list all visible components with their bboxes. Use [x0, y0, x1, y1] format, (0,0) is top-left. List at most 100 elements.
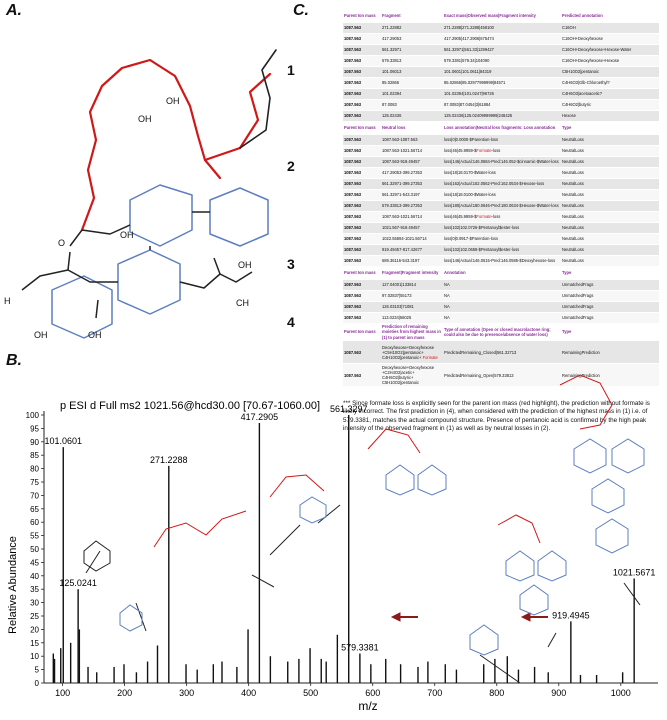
table-cell: 125.02436: [381, 110, 443, 122]
table-cell: NA: [443, 312, 561, 324]
y-tick-label: 70: [30, 491, 39, 500]
table-cell: loss|180|Actual:180.0646-Pred:180.0634-$…: [443, 200, 561, 212]
table-cell: C4H6O3|acetoacetic?: [561, 88, 659, 100]
x-tick-label: 900: [551, 688, 566, 698]
table-cell: UnmatchedFrags: [561, 301, 659, 313]
y-tick-label: 15: [30, 639, 39, 648]
table-cell: 97.02837|55173: [381, 290, 443, 302]
table-cell: loss|162|Actual:162.0562-Pred:162.0534-$…: [443, 178, 561, 190]
oh-label: OH: [120, 230, 134, 240]
table-cell: 1087.563: [343, 340, 381, 365]
table-cell: 561.32971|561.33|1299427: [443, 44, 561, 56]
table-header-cell: Exact mass|Observed mass|Fragment intens…: [443, 10, 561, 23]
table-cell: NeutralLoss: [561, 145, 659, 157]
table-cell: 113.0234|56025: [381, 312, 443, 324]
table-cell: 1087.563: [343, 222, 381, 234]
table-cell: 1087.563: [343, 301, 381, 313]
table-cell: loss|46|45.9959-$Formate-loss: [443, 145, 561, 157]
table-cell: 101.06013: [381, 66, 443, 78]
table-cell: 417.2905|417.2906|675474: [443, 33, 561, 45]
table-cell: 1087.563: [343, 33, 381, 45]
table-cell: RemainingPrediction: [561, 340, 659, 365]
table-cell: 417.29053-399.27353: [381, 167, 443, 179]
table-footnote: *** Since formate loss is explicitly see…: [343, 400, 650, 432]
table-header-cell: Parent Ion mass: [343, 121, 381, 135]
inset-structure-2: [119, 604, 143, 632]
table-row: 1087.563 127.04001|133814 NA UnmatchedFrags: [343, 279, 659, 291]
inset-structure-4: [269, 474, 325, 498]
table-cell: 1087.563: [343, 145, 381, 157]
x-tick-label: 100: [55, 688, 70, 698]
table-cell: NeutralLoss: [561, 178, 659, 190]
table-row: 1087.563 1087.563-1021.56714 loss|46|45.99…: [343, 145, 659, 157]
oh-label: OH: [138, 114, 152, 124]
table-header-row: Parent Ion mass Neutral loss Loss annotati…: [343, 121, 659, 135]
table-row: 1087.563 87.0083 87.0083|87.0454|3|61884 C4…: [343, 99, 659, 111]
table-cell: NeutralLoss: [561, 189, 659, 201]
table-cell: NA: [443, 290, 561, 302]
table-header-cell: Annotation: [443, 266, 561, 280]
chart-title: p ESI d Full ms2 1021.56@hcd30.00 [70.67…: [60, 400, 320, 412]
x-axis-label: m/z: [358, 699, 377, 713]
panel-a-letter: A.: [6, 2, 22, 19]
peak-label: 271.2288: [150, 455, 188, 465]
table-cell: loss|146|Actual:146.0615-Pred:146.0585-$…: [443, 255, 561, 267]
table-cell: 1087.563: [343, 55, 381, 67]
x-tick-label: 800: [489, 688, 504, 698]
table-row: 1087.563 101.06013 101.0601|101.0611|84319…: [343, 66, 659, 78]
table-cell: 87.0083: [381, 99, 443, 111]
table-cell: C4H6O2|butyric: [561, 99, 659, 111]
table-header-row: Parent Ion mass Fragment Exact mass|Observ…: [343, 10, 659, 23]
table-cell: 101.0601|101.0611|84319: [443, 66, 561, 78]
table-cell: C16OH+Deoxyhexose: [561, 33, 659, 45]
table-cell: Deoxyhexose+Deoxyhexose +C5H10O2|pentano…: [381, 340, 443, 365]
molecule-structure: OH OH OH OH OH OH H CH O: [4, 49, 277, 340]
table-cell: C16OH+Deoxyhexose+Hexose-Water: [561, 44, 659, 56]
table-cell: 85.02866|85.02977999999|84571: [443, 77, 561, 89]
table-cell: NA: [443, 279, 561, 291]
y-tick-label: 40: [30, 572, 39, 581]
peak-label: 417.2905: [241, 412, 279, 422]
table-header-cell: Fragment: [381, 10, 443, 23]
peak-label: 579.3381: [341, 643, 379, 653]
table-cell: 1087.563: [343, 99, 381, 111]
table-row: 1087.563 Deoxyhexose+Deoxyhexose +C2H4O2|…: [343, 363, 659, 388]
peak-label: 919.4945: [552, 610, 590, 620]
alkyl-chain-red: [80, 58, 222, 232]
panel-c-letter: C.: [293, 2, 309, 19]
table-cell: 919.49457-817.42677: [381, 244, 443, 256]
table-row: 1087.563 689.36116-543.3197 loss|146|Actua…: [343, 255, 659, 267]
table-cell: NeutralLoss: [561, 134, 659, 146]
table-row: 1087.563 97.02837|55173 NA UnmatchedFrags: [343, 290, 659, 302]
x-tick-label: 700: [427, 688, 442, 698]
y-tick-label: 20: [30, 625, 39, 634]
table-row: 1087.563 561.32971-399.27353 loss|162|Actu…: [343, 178, 659, 190]
oh-label: OH: [166, 96, 180, 106]
sugar-ring-3: [117, 249, 181, 315]
table-cell: UnmatchedFrags: [561, 279, 659, 291]
table-header-cell: Fragment|Fragment intensity: [381, 266, 443, 280]
table-cell: 1087.563: [343, 66, 381, 78]
y-tick-label: 10: [30, 652, 39, 661]
table-header-cell: Type: [561, 266, 659, 280]
table-header-cell: Prediction of remaining moieties from hi…: [381, 323, 443, 342]
sugar-ring-4: [51, 275, 113, 339]
table-cell: UnmatchedFrags: [561, 290, 659, 302]
table-header-row: Parent Ion mass Fragment|Fragment intensi…: [343, 266, 659, 280]
table-row: 1087.563 1022.55884-1021.56714 loss|0|0.99…: [343, 233, 659, 245]
table-cell: 127.04001|133814: [381, 279, 443, 291]
inset-structure-7: [497, 514, 541, 544]
section-number-3: 3: [287, 256, 295, 272]
ch3-label: CH: [236, 298, 249, 308]
x-tick-label: 600: [365, 688, 380, 698]
table-cell: C5H10O2|pentanoic: [561, 66, 659, 78]
table-cell: 126.03103|71081: [381, 301, 443, 313]
table-cell: 1087.563-919.49457: [381, 156, 443, 168]
table-cell: 1087.563-1021.56714: [381, 211, 443, 223]
table-row: 1087.563 1087.563-1087.563 loss|0|0.0000-$…: [343, 134, 659, 146]
table-row: 1087.563 579.33813 579.3381|579.34|104090 C…: [343, 55, 659, 67]
table-cell: 689.36116-543.3197: [381, 255, 443, 267]
table-cell: NeutralLoss: [561, 200, 659, 212]
oh-label: OH: [238, 260, 252, 270]
peak-label: 1021.5671: [613, 567, 656, 577]
